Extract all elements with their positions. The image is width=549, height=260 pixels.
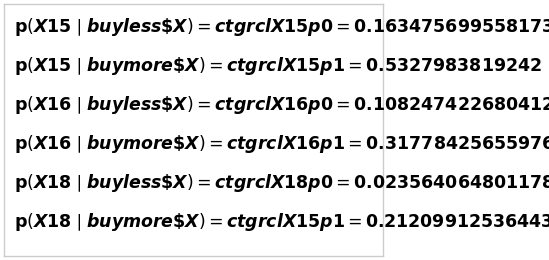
Text: $\mathbf{p}(\boldsymbol{X15} \mid \boldsymbol{buyless}\boldsymbol{\$}\boldsymbol: $\mathbf{p}(\boldsymbol{X15} \mid \bolds… — [14, 16, 549, 38]
Text: $\mathbf{p}(\boldsymbol{X15} \mid \boldsymbol{buymore}\boldsymbol{\$}\boldsymbol: $\mathbf{p}(\boldsymbol{X15} \mid \bolds… — [14, 55, 541, 77]
Text: $\mathbf{p}(\boldsymbol{X18} \mid \boldsymbol{buymore}\boldsymbol{\$}\boldsymbol: $\mathbf{p}(\boldsymbol{X18} \mid \bolds… — [14, 211, 549, 233]
Text: $\mathbf{p}(\boldsymbol{X18} \mid \boldsymbol{buyless}\boldsymbol{\$}\boldsymbol: $\mathbf{p}(\boldsymbol{X18} \mid \bolds… — [14, 172, 549, 194]
Text: $\mathbf{p}(\boldsymbol{X16} \mid \boldsymbol{buyless}\boldsymbol{\$}\boldsymbol: $\mathbf{p}(\boldsymbol{X16} \mid \bolds… — [14, 94, 549, 116]
Text: $\mathbf{p}(\boldsymbol{X16} \mid \boldsymbol{buymore}\boldsymbol{\$}\boldsymbol: $\mathbf{p}(\boldsymbol{X16} \mid \bolds… — [14, 133, 549, 155]
